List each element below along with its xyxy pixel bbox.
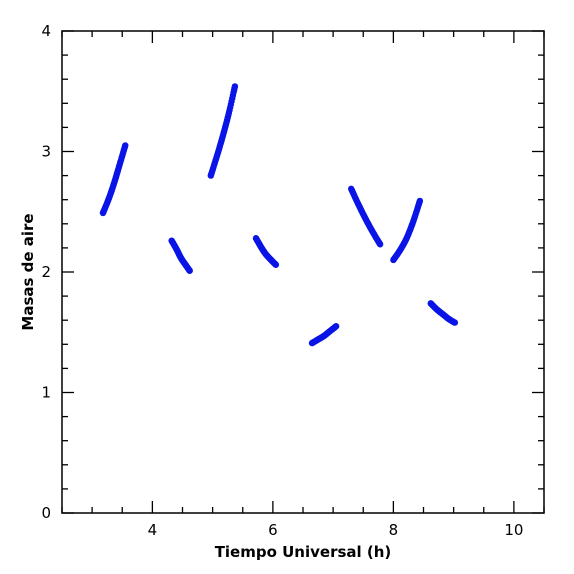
- y-tick-label: 4: [41, 22, 51, 40]
- y-tick-label: 0: [41, 504, 51, 522]
- series-7: [390, 197, 424, 264]
- tick-labels: 4 6 8 10 0 1 2 3 4: [41, 22, 523, 539]
- data-point: [451, 319, 459, 326]
- x-tick-label: 10: [504, 521, 523, 539]
- y-axis-title: Masas de aire: [19, 213, 37, 330]
- series-8: [427, 300, 459, 326]
- axis-ticks: [61, 30, 545, 514]
- series-3: [168, 237, 193, 274]
- data-point: [272, 261, 280, 268]
- plot-frame: [61, 30, 545, 514]
- x-tick-label: 8: [389, 521, 399, 539]
- data-point: [122, 142, 129, 149]
- data-point: [332, 323, 340, 330]
- y-tick-label: 2: [41, 263, 51, 281]
- data-point: [186, 267, 193, 274]
- data-point: [416, 197, 424, 205]
- x-tick-label: 4: [148, 521, 158, 539]
- x-tick-label: 6: [268, 521, 278, 539]
- series-2: [207, 83, 239, 179]
- x-axis-title: Tiempo Universal (h): [215, 543, 392, 561]
- y-tick-label: 3: [41, 143, 51, 161]
- data-point: [231, 83, 239, 90]
- series-4: [252, 235, 280, 268]
- y-tick-label: 1: [41, 384, 51, 402]
- data-series: [99, 83, 459, 347]
- series-5: [308, 323, 340, 347]
- series-1: [99, 142, 129, 217]
- data-point: [376, 241, 384, 248]
- series-6: [348, 185, 384, 248]
